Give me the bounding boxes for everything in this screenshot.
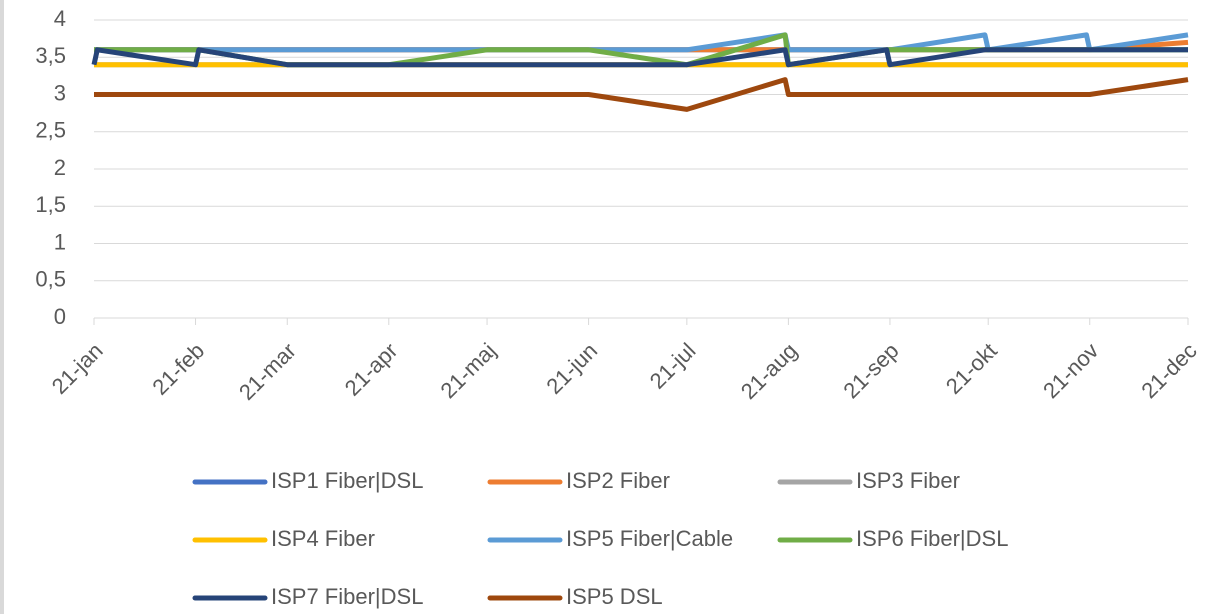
y-tick-label: 4 (54, 6, 66, 31)
series-line (94, 77, 1189, 112)
x-tick-label: 21-feb (147, 338, 209, 400)
legend-label: ISP3 Fiber (856, 468, 960, 493)
x-tick-label: 21-sep (838, 338, 903, 403)
x-tick-label: 21-maj (435, 338, 500, 403)
x-tick-label: 21-jul (645, 338, 701, 394)
y-tick-label: 2,5 (35, 118, 66, 143)
x-tick-label: 21-nov (1038, 338, 1103, 403)
legend-label: ISP5 Fiber|Cable (566, 526, 733, 551)
x-tick-label: 21-jan (47, 338, 108, 399)
y-tick-label: 0,5 (35, 267, 66, 292)
legend-label: ISP5 DSL (566, 584, 663, 609)
y-tick-label: 0 (54, 304, 66, 329)
frame-edge (0, 0, 4, 614)
x-tick-label: 21-jun (541, 338, 602, 399)
legend-label: ISP2 Fiber (566, 468, 670, 493)
x-tick-label: 21-aug (736, 338, 802, 404)
x-tick-label: 21-dec (1136, 338, 1201, 403)
series-line (91, 47, 1188, 68)
legend-label: ISP4 Fiber (271, 526, 375, 551)
y-tick-label: 1 (54, 229, 66, 254)
legend-label: ISP1 Fiber|DSL (271, 468, 423, 493)
legend-label: ISP6 Fiber|DSL (856, 526, 1008, 551)
y-tick-label: 3,5 (35, 43, 66, 68)
x-tick-label: 21-mar (234, 338, 301, 405)
y-tick-label: 3 (54, 80, 66, 105)
y-tick-label: 2 (54, 155, 66, 180)
x-tick-label: 21-okt (941, 338, 1002, 399)
y-tick-label: 1,5 (35, 192, 66, 217)
legend-label: ISP7 Fiber|DSL (271, 584, 423, 609)
x-tick-label: 21-apr (340, 338, 403, 401)
